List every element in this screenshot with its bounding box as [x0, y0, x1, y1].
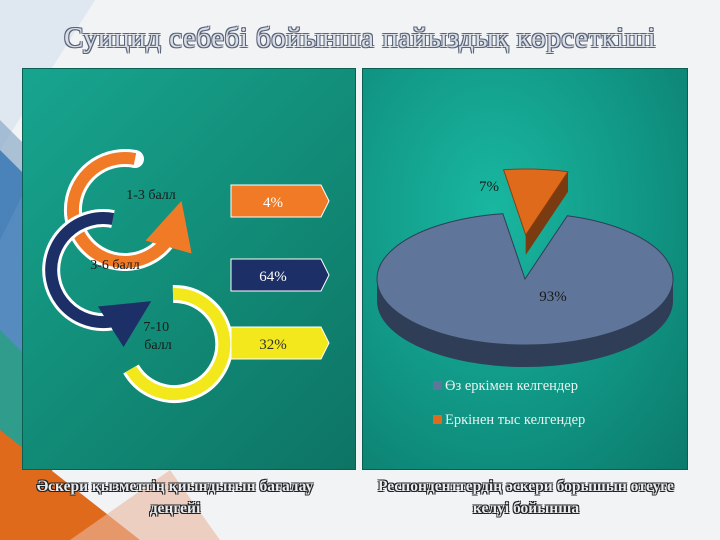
pie-slice-small-label: 7% — [479, 179, 499, 195]
level-3-value-box — [230, 326, 330, 360]
legend-label-1: Өз еркімен келгендер — [445, 378, 578, 394]
pie-chart: 7% 93% Өз еркімен келгендер Еркінен тыс … — [376, 168, 674, 428]
legend-swatch-1 — [433, 381, 442, 390]
rating-panel: 1-3 балл 3-6 балл 7-10 балл 4% 64% 32% — [22, 68, 356, 470]
legend-swatch-2 — [433, 415, 442, 424]
pie-slice-large-label: 93% — [539, 289, 567, 305]
pie-depth — [377, 279, 673, 367]
page-title: Суицид себебі бойынша пайыздық көрсеткіш… — [63, 22, 657, 54]
level-3-label: 7-10 балл — [143, 320, 172, 353]
level-1-value: 4% — [263, 195, 283, 211]
level-1-label: 1-3 балл — [126, 188, 176, 203]
level-3-value: 32% — [259, 337, 287, 353]
pie-slice-large — [376, 213, 674, 346]
level-2-label: 3-6 балл — [90, 258, 140, 273]
pie-panel: 7% 93% Өз еркімен келгендер Еркінен тыс … — [362, 68, 688, 470]
level-3-label-line1: 7-10 — [143, 320, 169, 335]
rating-caption: Әскери қызметтің қиындығын бағалау деңге… — [36, 478, 314, 517]
legend-label-2: Еркінен тыс келгендер — [445, 412, 585, 428]
level-3-label-line2: балл — [144, 338, 171, 353]
level-2-value: 64% — [259, 269, 287, 285]
level-2-value-box — [230, 258, 330, 292]
pie-slice-small — [502, 168, 569, 237]
pie-caption: Респонденттердің әскери борышын өтеуге к… — [378, 478, 674, 517]
level-1-value-box — [230, 184, 330, 218]
rating-diagram: 1-3 балл 3-6 балл 7-10 балл 4% 64% 32% — [42, 149, 330, 403]
pie-slice-small-depth — [525, 171, 568, 255]
